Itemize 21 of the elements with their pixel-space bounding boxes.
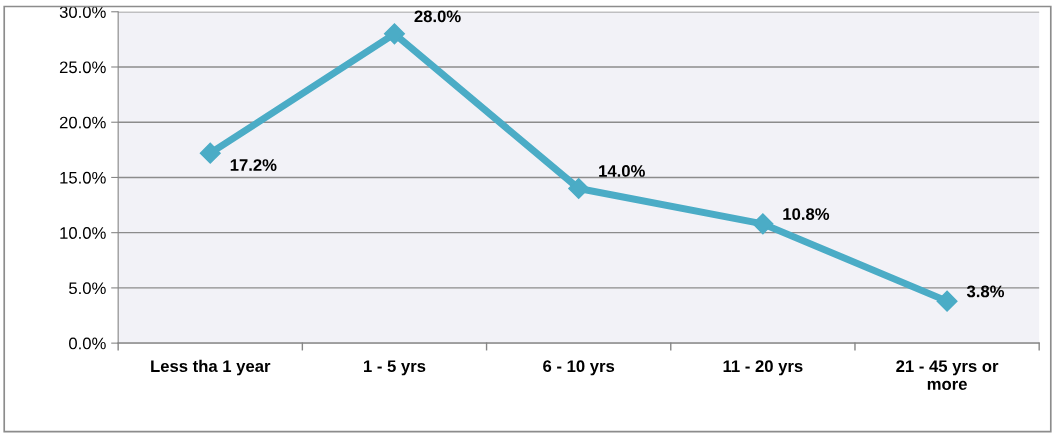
x-tick-label: 1 - 5 yrs [364,360,426,376]
data-label: 3.8% [966,285,1005,298]
data-label: 10.8% [783,208,830,220]
y-tick-label: 0.0% [69,337,106,350]
point [199,142,221,164]
point [568,177,590,200]
point [936,290,958,312]
x-tick-label: Less tha 1 year [151,359,271,376]
point [752,213,774,235]
data-label: 14.0% [599,165,645,177]
y-tick-label: 25.0% [59,61,106,74]
point [383,23,405,45]
y-tick-label: 20.0% [59,116,106,129]
x-tick-label: 6 - 10 yrs [543,360,615,376]
y-tick-label: 10.0% [60,227,106,239]
data-label: 28.0% [414,10,461,23]
x-tick-label: 11 - 20 yrs [723,360,803,376]
x-tick-label: 21 - 45 yrs or more [896,360,999,390]
y-tick-label: 5.0% [69,282,106,295]
data-label: 17.2% [230,159,277,171]
y-tick-label: 15.0% [60,171,106,184]
